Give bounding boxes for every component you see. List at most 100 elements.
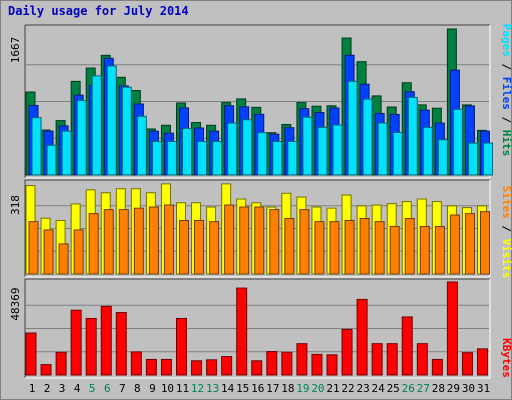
bar-sites <box>88 213 99 275</box>
bar-pages <box>182 127 192 176</box>
bar-kbytes <box>326 354 338 376</box>
bar-kbytes <box>25 332 37 376</box>
day-label: 5 <box>89 382 96 395</box>
bar-kbytes <box>40 364 52 376</box>
bar-pages <box>61 130 72 176</box>
day-label: 30 <box>462 382 475 395</box>
day-label: 20 <box>311 382 324 395</box>
day-label: 1 <box>29 382 36 395</box>
day-label: 17 <box>266 382 279 395</box>
day-label: 18 <box>281 382 294 395</box>
bar-sites <box>73 229 84 275</box>
day-label: 6 <box>104 382 111 395</box>
bar-kbytes <box>100 305 112 376</box>
bar-sites <box>464 213 475 275</box>
bar-sites <box>209 221 220 275</box>
day-label: 14 <box>221 382 235 395</box>
day-label: 9 <box>149 382 156 395</box>
bar-pages <box>272 140 283 176</box>
bar-sites <box>344 219 355 275</box>
day-label: 16 <box>251 382 264 395</box>
bar-kbytes <box>341 328 353 376</box>
day-label: 11 <box>176 382 189 395</box>
day-label: 15 <box>236 382 249 395</box>
bar-pages <box>377 122 388 176</box>
bar-sites <box>299 209 310 275</box>
bar-kbytes <box>371 343 383 376</box>
bar-sites <box>254 206 265 275</box>
day-label: 23 <box>356 382 369 395</box>
bar-sites <box>359 217 370 275</box>
bar-kbytes <box>446 281 458 376</box>
bar-sites <box>449 214 460 275</box>
bar-sites <box>239 206 250 275</box>
bar-kbytes <box>461 352 473 376</box>
bar-pages <box>76 99 87 176</box>
bar-kbytes <box>251 360 263 376</box>
bar-sites <box>118 209 129 275</box>
bar-kbytes <box>431 358 443 376</box>
bar-pages <box>46 144 57 176</box>
bar-pages <box>136 115 147 176</box>
bar-sites <box>314 221 325 275</box>
bar-pages <box>31 117 42 176</box>
day-label: 25 <box>387 382 400 395</box>
bar-kbytes <box>416 343 428 376</box>
day-label: 3 <box>59 382 66 395</box>
bar-sites <box>58 243 69 275</box>
bar-kbytes <box>115 312 127 376</box>
bar-sites <box>179 219 189 275</box>
bar-sites <box>148 206 159 275</box>
legend-sites-visits: Sites / Visits <box>500 186 512 279</box>
legend-kbytes: KBytes <box>500 338 512 378</box>
bar-pages <box>121 86 132 176</box>
bar-kbytes <box>176 317 187 376</box>
day-label: 8 <box>134 382 141 395</box>
bar-pages <box>317 126 328 176</box>
bar-kbytes <box>70 309 82 376</box>
bar-kbytes <box>477 348 488 376</box>
bar-pages <box>166 140 177 176</box>
bar-pages <box>347 80 358 176</box>
bar-pages <box>422 126 433 176</box>
bar-pages <box>332 124 343 176</box>
bar-pages <box>212 140 223 176</box>
bar-sites <box>194 219 205 275</box>
bar-sites <box>224 204 235 275</box>
bar-kbytes <box>206 359 218 376</box>
chart-title: Daily usage for July 2014 <box>8 4 189 18</box>
bar-kbytes <box>55 351 67 376</box>
bar-sites <box>103 209 114 275</box>
bar-sites <box>434 225 445 275</box>
day-label: 12 <box>191 382 204 395</box>
bar-sites <box>480 211 490 275</box>
day-label: 27 <box>417 382 430 395</box>
bar-sites <box>389 225 400 275</box>
bar-kbytes <box>311 353 323 376</box>
bar-sites <box>284 217 295 275</box>
bar-kbytes <box>221 356 233 376</box>
bar-kbytes <box>236 287 248 376</box>
bar-kbytes <box>296 343 308 376</box>
bar-sites <box>133 207 144 275</box>
bar-sites <box>419 225 430 275</box>
day-label: 2 <box>44 382 51 395</box>
bar-sites <box>43 229 54 275</box>
bar-pages <box>407 96 418 176</box>
day-label: 13 <box>206 382 219 395</box>
bar-pages <box>392 131 403 176</box>
bar-pages <box>437 139 448 176</box>
y-max-label-top: 1667 <box>9 37 22 64</box>
bar-kbytes <box>145 358 157 376</box>
bar-pages <box>302 116 313 176</box>
bar-sites <box>269 209 280 275</box>
y-max-label-bottom: 48369 <box>9 287 22 320</box>
bar-pages <box>483 142 493 176</box>
bar-kbytes <box>130 351 142 376</box>
day-label: 4 <box>74 382 81 395</box>
bar-pages <box>197 140 208 176</box>
bar-kbytes <box>191 360 203 376</box>
bar-pages <box>227 122 238 176</box>
bar-kbytes <box>401 316 413 376</box>
day-label: 10 <box>161 382 174 395</box>
